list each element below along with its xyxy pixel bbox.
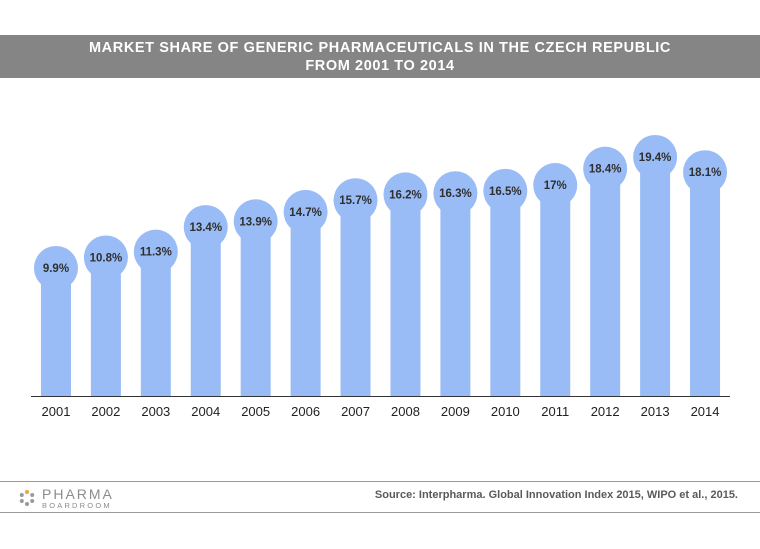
footer-divider-top <box>0 481 760 482</box>
footer-divider-bottom <box>0 512 760 513</box>
data-label-2009: 16.3% <box>439 188 472 200</box>
bar-2007 <box>340 200 371 396</box>
x-tick-label-2012: 2012 <box>591 404 620 419</box>
data-label-2012: 18.4% <box>589 164 622 176</box>
data-label-2010: 16.5% <box>489 186 522 198</box>
x-tick-label-2002: 2002 <box>91 404 120 419</box>
bar-bubble-2002 <box>83 235 128 280</box>
data-label-2002: 10.8% <box>90 252 123 264</box>
x-tick-label-2003: 2003 <box>141 404 170 419</box>
bar-bubble-2011 <box>533 163 578 208</box>
data-label-2007: 15.7% <box>339 195 372 207</box>
bar-bubble-2008 <box>383 172 428 217</box>
bar-2013 <box>640 157 671 396</box>
data-label-2011: 17% <box>544 180 567 192</box>
bar-2005 <box>240 221 271 396</box>
data-label-2006: 14.7% <box>289 207 322 219</box>
bar-bubble-2006 <box>283 189 328 234</box>
bar-bubble-2005 <box>233 199 278 244</box>
bar-bubble-2014 <box>683 150 728 195</box>
bar-bubble-2003 <box>133 229 178 274</box>
x-tick-label-2007: 2007 <box>341 404 370 419</box>
bar-bubble-2013 <box>633 135 678 179</box>
data-label-2004: 13.4% <box>189 222 222 234</box>
bar-2006 <box>290 211 321 396</box>
data-label-2005: 13.9% <box>239 216 272 228</box>
bar-2014 <box>690 172 721 396</box>
bar-chart: 9.9% 2001 10.8% 2002 11.3% 2003 13.4% 2004 13.9%… <box>31 135 730 419</box>
x-tick-label-2004: 2004 <box>191 404 220 419</box>
x-tick-label-2009: 2009 <box>441 404 470 419</box>
data-label-2013: 19.4% <box>639 152 672 164</box>
logo-dots-icon <box>19 490 35 506</box>
chart-title-line-2: FROM 2001 TO 2014 <box>305 57 455 74</box>
bar-bubble-2009 <box>433 171 478 216</box>
data-label-2001: 9.9% <box>43 263 69 275</box>
bar-2009 <box>440 193 471 396</box>
bar-2004 <box>190 227 221 396</box>
x-tick-label-2005: 2005 <box>241 404 270 419</box>
bar-bubble-2010 <box>483 168 528 213</box>
bar-bubble-2004 <box>183 205 228 250</box>
source-note: Source: Interpharma. Global Innovation I… <box>374 489 738 501</box>
data-label-2014: 18.1% <box>689 167 722 179</box>
x-tick-label-2014: 2014 <box>691 404 720 419</box>
x-tick-label-2001: 2001 <box>42 404 71 419</box>
bar-2011 <box>540 185 571 396</box>
bar-bubble-2007 <box>333 178 378 223</box>
bar-bubble-2001 <box>33 246 78 290</box>
logo-text-pharma: PHARMA <box>42 485 114 502</box>
x-tick-label-2013: 2013 <box>641 404 670 419</box>
x-tick-label-2008: 2008 <box>391 404 420 419</box>
bar-bubble-2012 <box>583 146 628 191</box>
data-label-2008: 16.2% <box>389 189 422 201</box>
bar-2002 <box>90 257 121 396</box>
x-tick-label-2010: 2010 <box>491 404 520 419</box>
bar-2008 <box>390 194 421 396</box>
pharma-boardroom-logo: PHARMA BOARDROOM <box>18 486 114 510</box>
data-label-2003: 11.3% <box>140 247 172 259</box>
chart-title-band: MARKET SHARE OF GENERIC PHARMACEUTICALS … <box>0 35 760 78</box>
bar-2012 <box>590 168 621 396</box>
bar-2010 <box>490 190 521 396</box>
bar-2003 <box>140 251 171 396</box>
x-tick-label-2006: 2006 <box>291 404 320 419</box>
logo-text-boardroom: BOARDROOM <box>42 500 112 510</box>
chart-title-line-1: MARKET SHARE OF GENERIC PHARMACEUTICALS … <box>89 39 671 56</box>
x-tick-label-2011: 2011 <box>541 404 569 419</box>
